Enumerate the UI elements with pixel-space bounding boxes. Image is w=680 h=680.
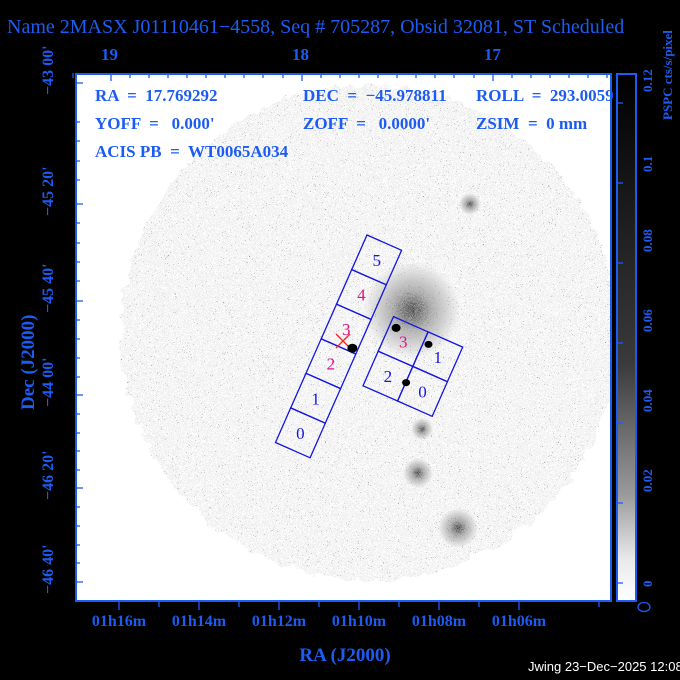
svg-text:3: 3: [342, 320, 351, 339]
svg-text:1: 1: [311, 389, 320, 408]
svg-text:4: 4: [357, 286, 366, 305]
svg-text:1: 1: [434, 348, 443, 367]
svg-text:3: 3: [399, 333, 408, 352]
svg-text:0: 0: [296, 424, 305, 443]
svg-text:5: 5: [372, 251, 381, 270]
svg-text:2: 2: [384, 367, 393, 386]
svg-text:0: 0: [418, 382, 427, 401]
svg-text:2: 2: [327, 355, 336, 374]
